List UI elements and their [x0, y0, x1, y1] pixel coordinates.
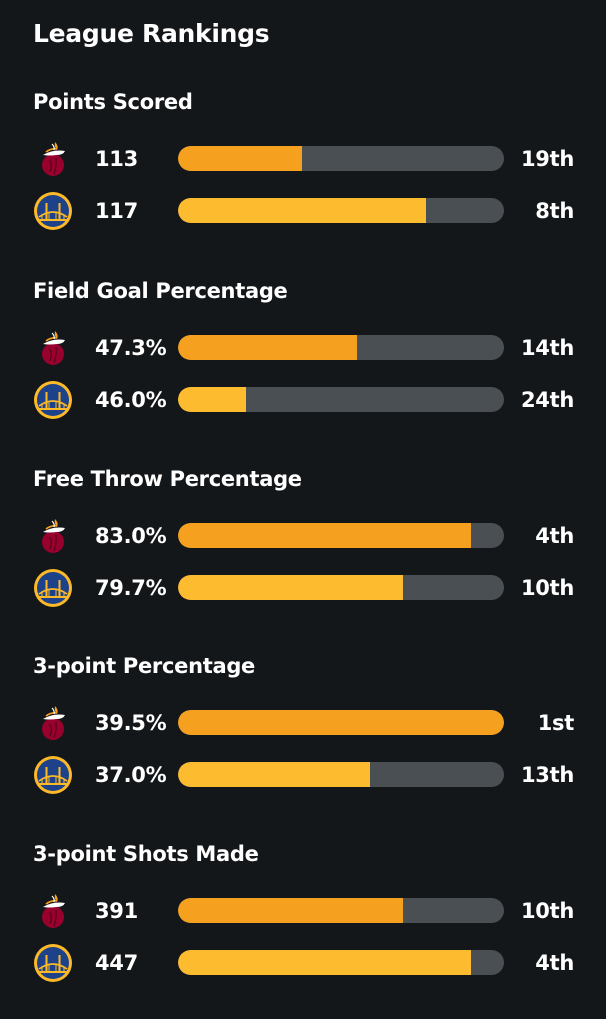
league-rank: 14th — [520, 336, 574, 360]
section-title: 3-point Shots Made — [33, 842, 259, 866]
rank-bar-track — [178, 710, 504, 735]
rank-bar-track — [178, 198, 504, 223]
rank-bar-track — [178, 950, 504, 975]
stat-value: 83.0% — [95, 524, 167, 548]
league-rank: 19th — [520, 147, 574, 171]
rank-bar-track — [178, 523, 504, 548]
rank-bar-fill — [178, 898, 403, 923]
warriors-logo-icon — [33, 191, 73, 231]
stat-value: 447 — [95, 951, 138, 975]
rank-bar-fill — [178, 762, 371, 787]
warriors-logo-icon — [33, 943, 73, 983]
team-row-heat: 39.5% 1st — [0, 703, 606, 743]
team-row-warriors: 46.0% 24th — [0, 380, 606, 420]
team-row-warriors: 37.0% 13th — [0, 755, 606, 795]
stat-section-3-point-shots-made: 3-point Shots Made 391 10th 447 4th — [0, 839, 606, 1019]
team-row-warriors: 117 8th — [0, 191, 606, 231]
league-rank: 13th — [520, 763, 574, 787]
rank-bar-fill — [178, 198, 426, 223]
heat-logo-icon — [33, 891, 73, 931]
rank-bar-fill — [178, 335, 358, 360]
heat-logo-icon — [33, 328, 73, 368]
warriors-logo-icon — [33, 568, 73, 608]
rank-bar-fill — [178, 950, 472, 975]
team-row-heat: 83.0% 4th — [0, 516, 606, 556]
rank-bar-fill — [178, 146, 302, 171]
stat-section-field-goal-percentage: Field Goal Percentage 47.3% 14th 46.0% 2… — [0, 276, 606, 456]
rank-bar-track — [178, 575, 504, 600]
heat-logo-icon — [33, 703, 73, 743]
stat-value: 39.5% — [95, 711, 167, 735]
team-row-heat: 113 19th — [0, 139, 606, 179]
section-title: Points Scored — [33, 90, 193, 114]
league-rank: 4th — [535, 524, 574, 548]
league-rank: 10th — [520, 899, 574, 923]
team-row-warriors: 447 4th — [0, 943, 606, 983]
stat-value: 113 — [95, 147, 138, 171]
league-rank: 1st — [537, 711, 575, 735]
league-rank: 24th — [520, 388, 574, 412]
heat-logo-icon — [33, 516, 73, 556]
page-title: League Rankings — [33, 19, 270, 48]
stat-value: 46.0% — [95, 388, 167, 412]
section-title: 3-point Percentage — [33, 654, 256, 678]
stat-value: 37.0% — [95, 763, 167, 787]
section-title: Field Goal Percentage — [33, 279, 288, 303]
rank-bar-track — [178, 762, 504, 787]
team-row-warriors: 79.7% 10th — [0, 568, 606, 608]
rank-bar-track — [178, 387, 504, 412]
rank-bar-fill — [178, 710, 504, 735]
section-title: Free Throw Percentage — [33, 467, 302, 491]
stat-value: 117 — [95, 199, 138, 223]
league-rank: 10th — [520, 576, 574, 600]
stat-section-free-throw-percentage: Free Throw Percentage 83.0% 4th 79.7% 10… — [0, 464, 606, 644]
rank-bar-fill — [178, 575, 403, 600]
stat-section-points-scored: Points Scored 113 19th 117 8th — [0, 87, 606, 267]
stat-value: 391 — [95, 899, 138, 923]
heat-logo-icon — [33, 139, 73, 179]
league-rank: 4th — [535, 951, 574, 975]
warriors-logo-icon — [33, 380, 73, 420]
stat-section-3-point-percentage: 3-point Percentage 39.5% 1st 37.0% 13th — [0, 651, 606, 831]
team-row-heat: 391 10th — [0, 891, 606, 931]
rank-bar-fill — [178, 387, 247, 412]
team-row-heat: 47.3% 14th — [0, 328, 606, 368]
league-rank: 8th — [535, 199, 574, 223]
warriors-logo-icon — [33, 755, 73, 795]
rank-bar-fill — [178, 523, 472, 548]
stat-value: 47.3% — [95, 336, 167, 360]
rank-bar-track — [178, 146, 504, 171]
stat-value: 79.7% — [95, 576, 167, 600]
rank-bar-track — [178, 898, 504, 923]
rank-bar-track — [178, 335, 504, 360]
